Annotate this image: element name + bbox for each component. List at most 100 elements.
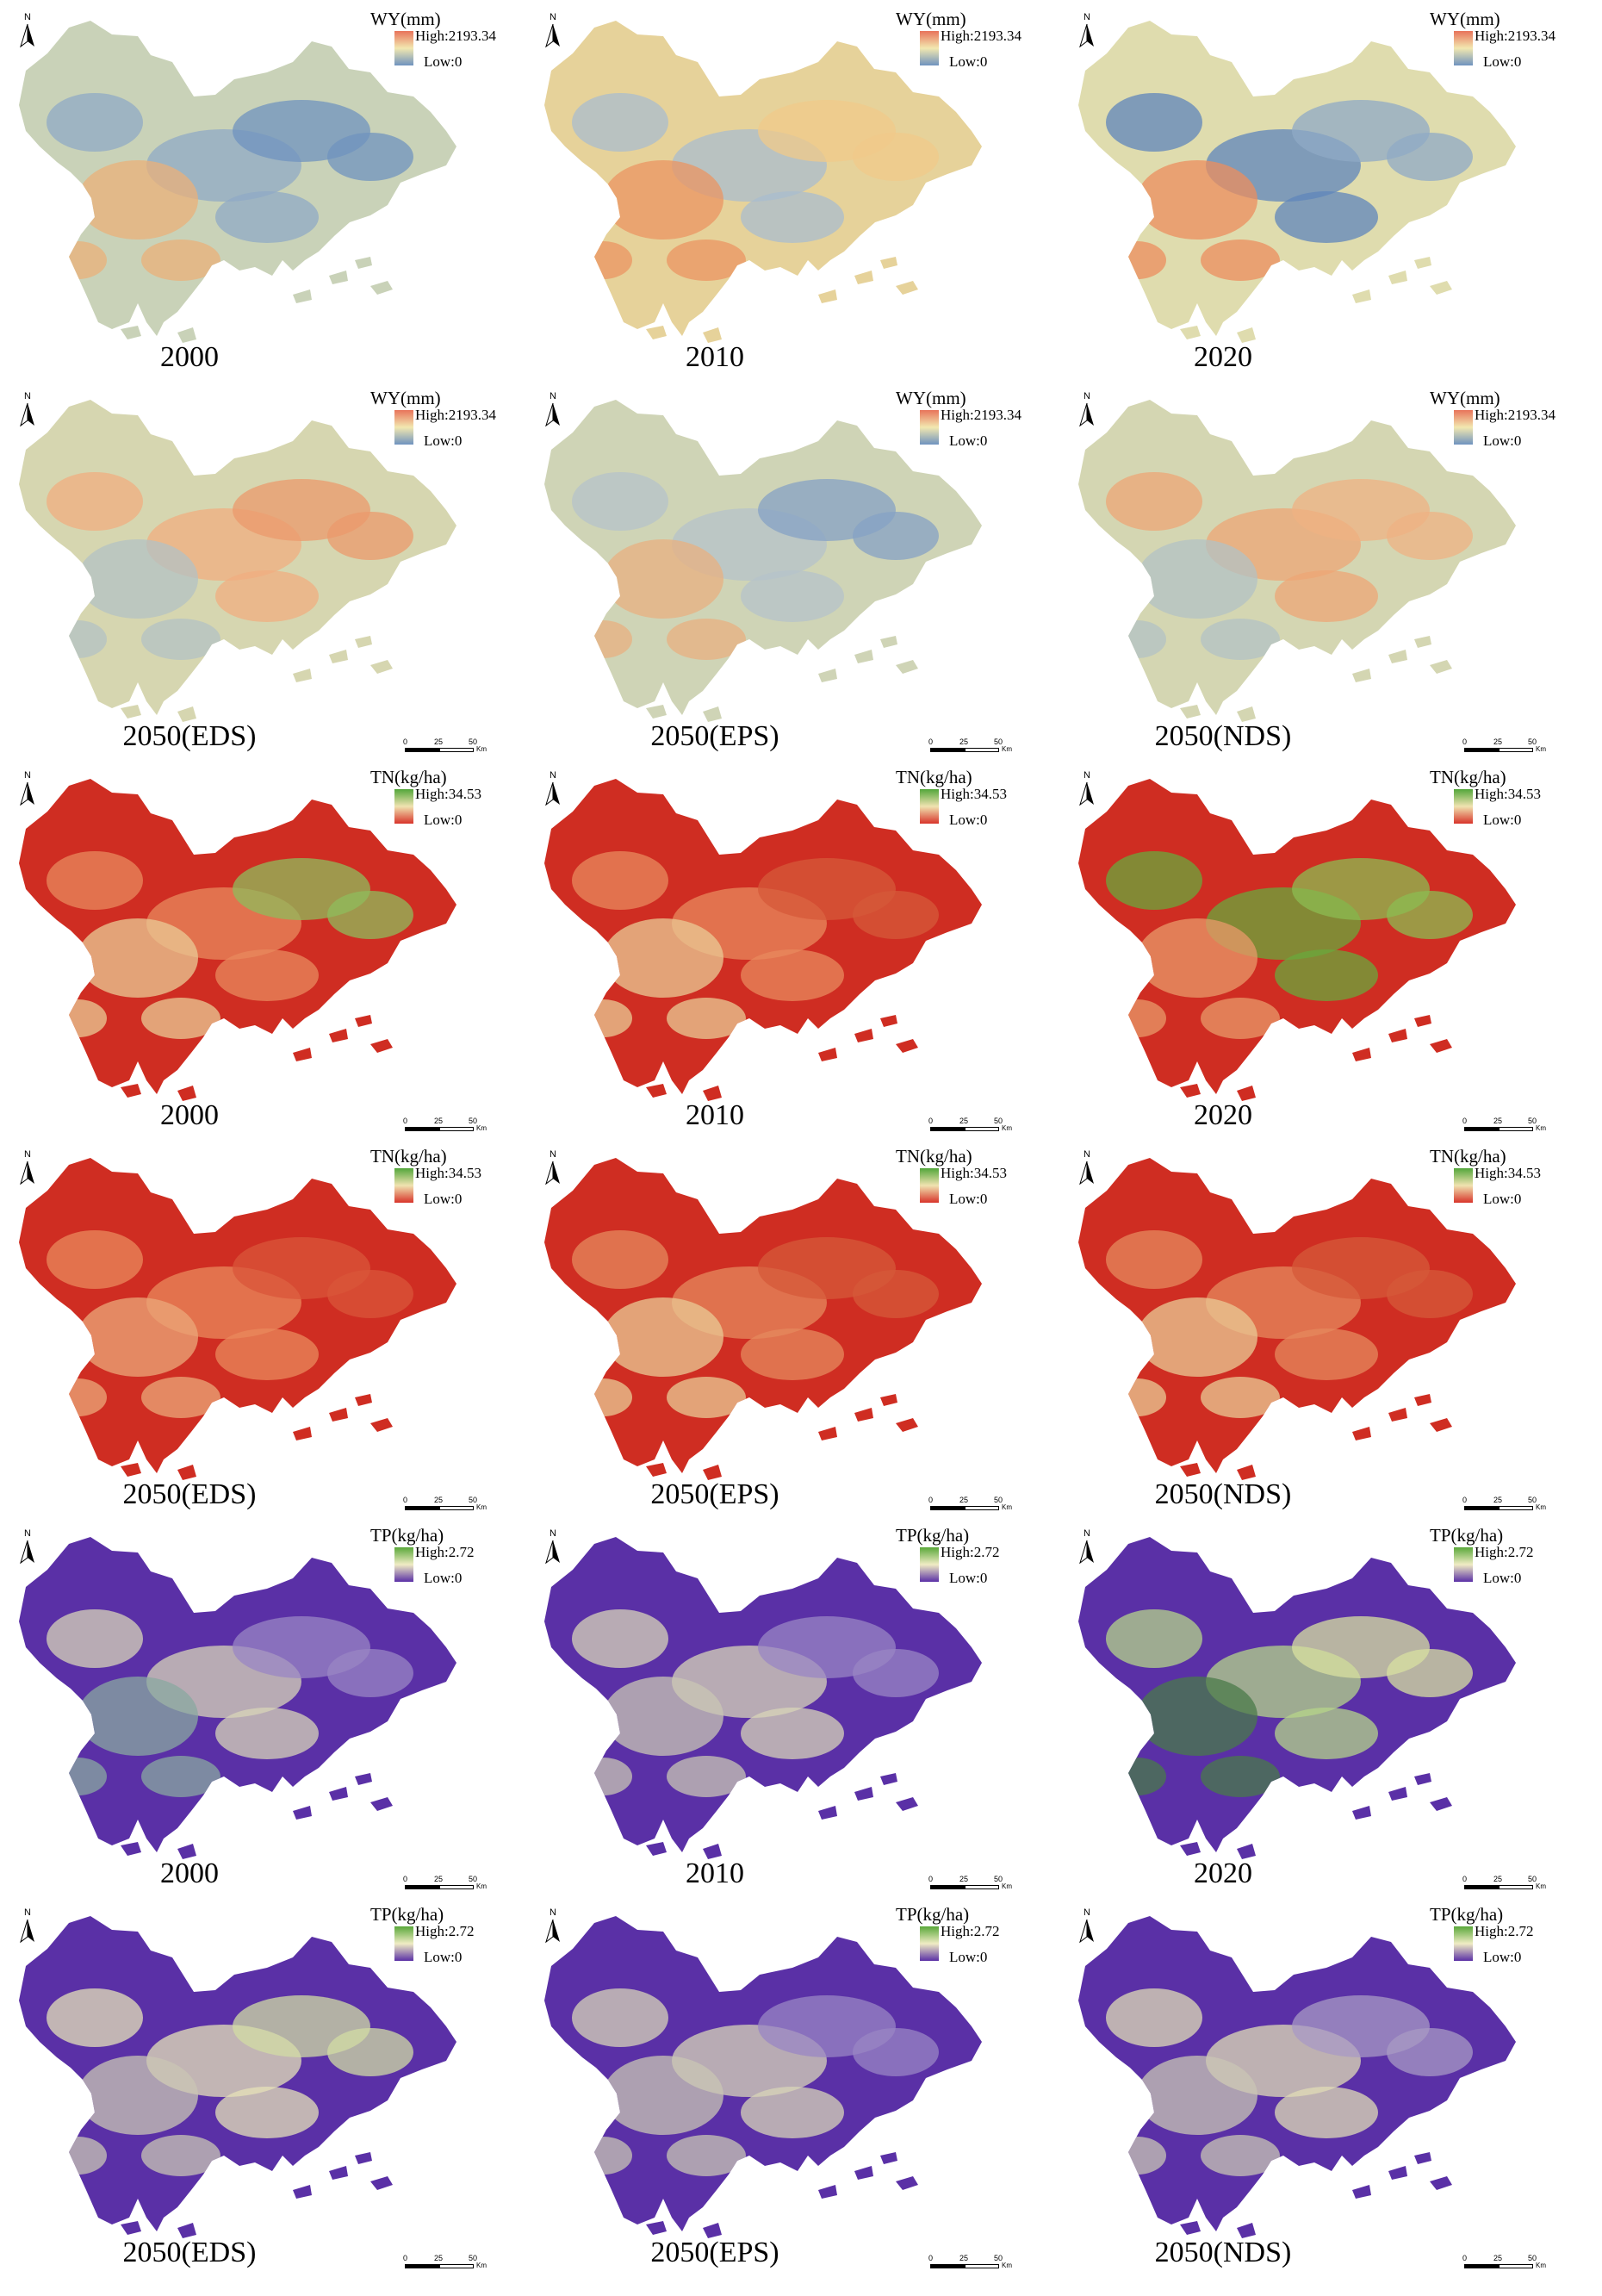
- scale-tick-25: 25: [434, 1117, 444, 1125]
- island: [896, 2176, 918, 2190]
- value-patch: [1108, 1378, 1166, 1416]
- map-panel-wy-2: N WY(mm) High:2193.34 Low:0 2010: [534, 2, 1051, 381]
- region-map: [544, 1916, 982, 2238]
- island: [880, 1015, 897, 1027]
- value-patch: [47, 851, 143, 910]
- map-panel-tp-14: N TP(kg/ha) High:2.72 Low:0 2010 0 25 50 Km: [534, 1518, 1051, 1897]
- map-panel-tn-10: N TN(kg/ha) High:34.53 Low:0 2050(EDS) 0 25 50 K…: [9, 1139, 525, 1518]
- north-arrow-icon: N: [1077, 12, 1099, 52]
- value-patch: [1275, 191, 1378, 243]
- scale-tick-50: 50: [1528, 737, 1537, 746]
- island: [121, 1842, 141, 1856]
- legend-low-label: Low:0: [1483, 432, 1522, 449]
- value-patch: [667, 1377, 746, 1418]
- scale-bar-graphic: [1464, 1885, 1533, 1889]
- scale-bar-graphic: [1464, 2264, 1533, 2268]
- value-patch: [48, 241, 107, 279]
- north-letter: N: [1084, 391, 1090, 401]
- scale-bar: 0 25 50 Km: [928, 1117, 1016, 1139]
- value-patch: [853, 133, 939, 181]
- value-patch: [572, 1988, 668, 2047]
- island: [293, 1048, 312, 1061]
- legend-title: TP(kg/ha): [370, 1904, 444, 1925]
- value-patch: [47, 472, 143, 531]
- island: [1388, 1408, 1407, 1422]
- scale-tick-0: 0: [403, 737, 408, 746]
- value-patch: [1387, 2028, 1473, 2076]
- island: [818, 1427, 837, 1440]
- north-arrow-icon: N: [543, 12, 565, 52]
- value-patch: [1106, 851, 1202, 910]
- value-patch: [667, 1756, 746, 1797]
- legend-color-ramp: [394, 1926, 413, 1961]
- legend-title: TP(kg/ha): [1430, 1904, 1504, 1925]
- scale-tick-0: 0: [1462, 737, 1468, 746]
- value-patch: [667, 240, 746, 281]
- legend: TP(kg/ha) High:2.72 Low:0: [896, 1525, 1051, 1602]
- region-map: [19, 400, 456, 722]
- island: [1237, 2223, 1256, 2238]
- island: [646, 2221, 667, 2235]
- value-patch: [48, 1758, 107, 1795]
- value-patch: [141, 1377, 220, 1418]
- scale-tick-0: 0: [928, 1496, 934, 1504]
- value-patch: [1201, 1756, 1280, 1797]
- value-patch: [1108, 2137, 1166, 2175]
- value-patch: [603, 1677, 723, 1756]
- region-map: [544, 1537, 982, 1859]
- island: [818, 669, 837, 682]
- legend-high-label: High:2193.34: [415, 407, 496, 423]
- legend-title: TN(kg/ha): [896, 767, 972, 787]
- value-patch: [603, 160, 723, 240]
- scale-unit: Km: [1536, 1503, 1546, 1511]
- scale-tick-0: 0: [928, 1117, 934, 1125]
- value-patch: [327, 2028, 413, 2076]
- scale-bar: 0 25 50 Km: [928, 1496, 1016, 1518]
- island: [1430, 1418, 1452, 1432]
- scale-tick-25: 25: [959, 2254, 969, 2262]
- legend-high-label: High:2193.34: [415, 28, 496, 44]
- value-patch: [741, 1328, 844, 1380]
- scale-tick-0: 0: [1462, 1875, 1468, 1883]
- value-patch: [215, 570, 319, 622]
- value-patch: [141, 619, 220, 660]
- panel-label: 2000: [160, 1857, 219, 1889]
- scale-bar: 0 25 50 Km: [403, 1496, 491, 1518]
- value-patch: [1108, 999, 1166, 1037]
- scale-tick-50: 50: [469, 2254, 478, 2262]
- value-patch: [1106, 1230, 1202, 1289]
- legend-high-label: High:34.53: [941, 1165, 1007, 1181]
- island: [703, 706, 722, 722]
- north-arrow-icon: N: [543, 770, 565, 810]
- island: [646, 1084, 667, 1098]
- legend: TN(kg/ha) High:34.53 Low:0: [370, 767, 525, 844]
- island: [646, 1842, 667, 1856]
- island: [1352, 289, 1371, 303]
- map-panel-wy-6: N WY(mm) High:2193.34 Low:0 2050(NDS) 0 25 50 Km: [1068, 381, 1585, 760]
- scale-tick-50: 50: [1528, 1496, 1537, 1504]
- region-map: [1078, 400, 1516, 722]
- map-panel-wy-1: N WY(mm) High:2193.34 Low:0 2000: [9, 2, 525, 381]
- scale-tick-25: 25: [434, 1875, 444, 1883]
- value-patch: [572, 1230, 668, 1289]
- island: [880, 2152, 897, 2164]
- north-arrow-icon: N: [543, 1149, 565, 1189]
- scale-tick-0: 0: [1462, 1117, 1468, 1125]
- legend-high-label: High:34.53: [941, 786, 1007, 802]
- legend: TN(kg/ha) High:34.53 Low:0: [1430, 1146, 1585, 1223]
- panel-label: 2050(NDS): [1154, 1478, 1292, 1510]
- north-arrow-icon: N: [1077, 391, 1099, 431]
- legend-color-ramp: [394, 410, 413, 445]
- scale-unit: Km: [1536, 2262, 1546, 2269]
- region-map: [19, 1158, 456, 1480]
- value-patch: [1275, 1328, 1378, 1380]
- island: [1388, 650, 1407, 663]
- scale-unit: Km: [1536, 745, 1546, 753]
- value-patch: [1106, 1609, 1202, 1668]
- value-patch: [141, 240, 220, 281]
- legend-color-ramp: [394, 789, 413, 824]
- island: [1352, 1427, 1371, 1440]
- island: [1180, 326, 1201, 339]
- north-letter: N: [550, 1907, 556, 1918]
- legend-title: TN(kg/ha): [370, 767, 447, 787]
